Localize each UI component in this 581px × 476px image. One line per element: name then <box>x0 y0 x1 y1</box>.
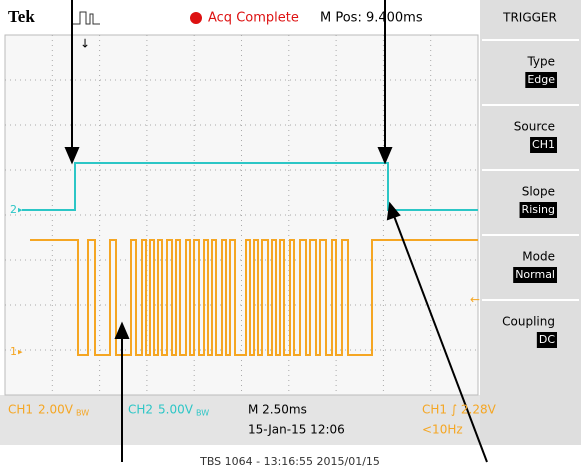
ch1-bandwidth: BW <box>76 409 89 418</box>
trigger-position-marker: ↓ <box>80 37 90 51</box>
page-body: Tek Acq Complete M Pos: 9.400ms ↓ 2 1 ▸ … <box>0 0 581 472</box>
date: 15-Jan-15 12:06 <box>248 423 345 437</box>
ch1-label: CH1 <box>8 403 33 417</box>
menu-label: Slope <box>522 185 555 199</box>
run-indicator <box>190 12 202 24</box>
trigger-frequency: <10Hz <box>422 423 463 437</box>
menu-value: Rising <box>522 203 555 216</box>
ch1-marker-arrow: ▸ <box>18 348 23 358</box>
ch2-bandwidth: BW <box>196 409 209 418</box>
ch2-marker: 2 <box>10 203 17 216</box>
trigger-level-marker: ← <box>470 293 480 307</box>
acq-status: Acq Complete <box>208 11 299 26</box>
menu-label: Coupling <box>502 315 555 329</box>
menu-title: TRIGGER <box>502 11 557 25</box>
menu-value: CH1 <box>532 138 555 151</box>
ch1-scale: 2.00V <box>38 403 74 417</box>
ch2-marker-arrow: ▸ <box>18 206 23 216</box>
menu-label: Type <box>526 55 555 69</box>
ch2-scale: 5.00V <box>158 403 194 417</box>
menu-value: Normal <box>515 268 555 281</box>
ch2-label: CH2 <box>128 403 153 417</box>
timebase: M 2.50ms <box>248 403 307 417</box>
ch1-marker: 1 <box>10 345 17 358</box>
trigger-readout: CH1 ∫ 2.28V <box>422 403 497 417</box>
horizontal-position: M Pos: 9.400ms <box>320 11 423 26</box>
menu-value: Edge <box>527 73 555 86</box>
brand: Tek <box>8 7 35 26</box>
menu-label: Source <box>514 120 555 134</box>
footer: TBS 1064 - 13:16:55 2015/01/15 <box>199 455 380 468</box>
scope-screen: Tek Acq Complete M Pos: 9.400ms ↓ 2 1 ▸ … <box>0 0 581 472</box>
page: {"header": {"brand": "Tek", "status": "A… <box>0 0 581 472</box>
menu-value: DC <box>539 333 555 346</box>
menu-label: Mode <box>522 250 555 264</box>
